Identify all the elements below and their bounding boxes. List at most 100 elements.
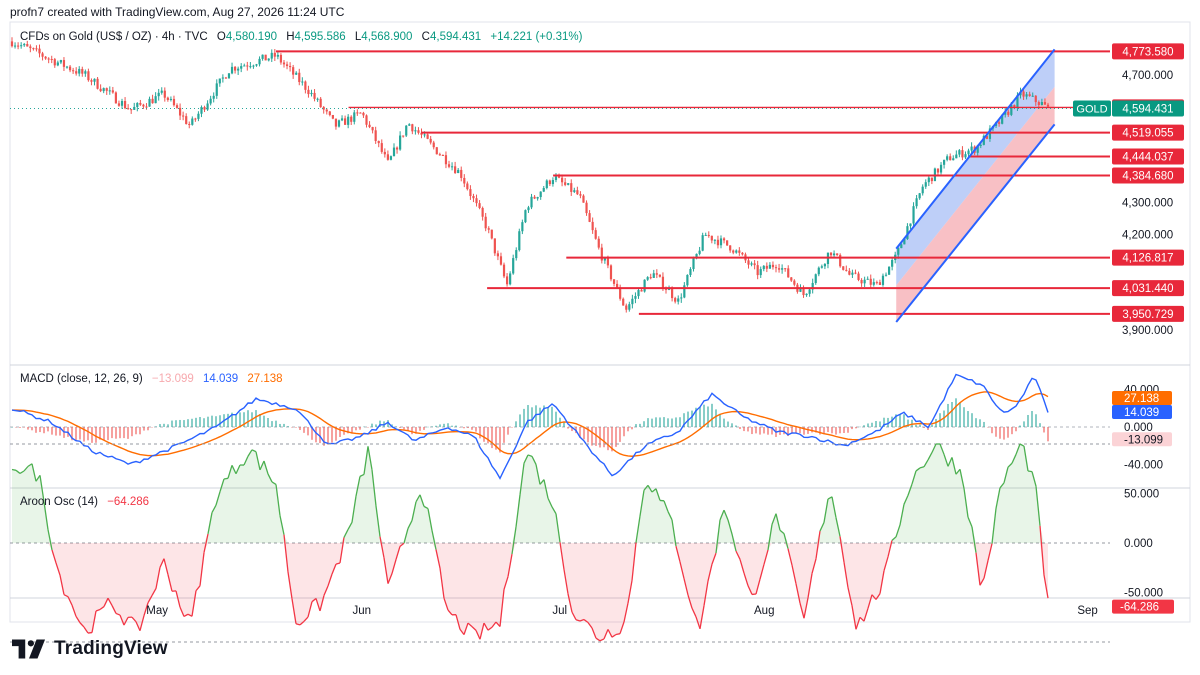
macd-histogram-bar <box>507 427 509 435</box>
candle-body <box>564 182 567 185</box>
macd-histogram-bar <box>107 427 109 441</box>
macd-histogram-bar <box>47 427 49 432</box>
aroon-osc-segment <box>971 526 977 553</box>
candle-body <box>735 250 738 253</box>
macd-histogram-bar <box>887 417 889 427</box>
candle-body <box>533 196 536 199</box>
macd-histogram-bar <box>355 427 357 431</box>
aroon-osc-segment <box>99 606 105 611</box>
macd-histogram-bar <box>715 409 717 427</box>
candle-body <box>233 66 237 71</box>
candle-body <box>545 180 548 189</box>
candle-body <box>667 289 671 291</box>
macd-histogram-bar <box>195 417 197 427</box>
aroon-osc-segment <box>507 553 513 577</box>
candle-body <box>292 67 295 75</box>
aroon-osc-segment <box>15 469 21 474</box>
macd-histogram-bar <box>295 427 297 428</box>
candle-body <box>444 155 448 165</box>
candle-body <box>655 273 658 275</box>
candle-body <box>304 81 307 90</box>
candle-body <box>282 62 286 65</box>
candle-body <box>136 102 139 107</box>
aroon-osc-segment <box>119 614 125 626</box>
macd-histogram-bar <box>119 427 121 439</box>
candle-body <box>264 54 267 61</box>
candle-body <box>542 188 545 192</box>
candle-body <box>395 147 399 150</box>
candle-body <box>411 124 414 132</box>
macd-tick-label: 0.000 <box>1124 422 1153 434</box>
aroon-osc-segment <box>51 549 57 564</box>
candle-body <box>560 177 564 183</box>
aroon-osc-segment <box>203 533 209 553</box>
macd-histogram-bar <box>411 427 413 435</box>
candle-body <box>985 135 988 139</box>
macd-histogram-bar <box>91 427 93 443</box>
candle-body <box>814 274 817 283</box>
time-tick-label: Jun <box>352 605 371 617</box>
macd-histogram-bar <box>387 420 389 427</box>
macd-histogram-bar <box>631 427 633 430</box>
aroon-osc-segment <box>887 540 893 558</box>
macd-value-tag <box>1112 432 1172 447</box>
candle-body <box>478 203 481 208</box>
aroon-osc-segment <box>695 616 701 630</box>
macd-histogram-bar <box>671 418 673 427</box>
macd-histogram-bar <box>79 427 81 440</box>
macd-histogram-bar <box>963 407 965 427</box>
candle-body <box>729 245 732 251</box>
time-tick-label: Jul <box>552 605 567 617</box>
aroon-osc-segment <box>843 562 849 588</box>
candle-body <box>53 59 56 66</box>
aroon-value-text: -64.286 <box>1120 602 1159 614</box>
candle-body <box>643 279 646 292</box>
candle-body <box>157 92 160 97</box>
tradingview-brand[interactable]: TradingView <box>12 638 168 660</box>
candle-body <box>84 71 87 74</box>
candle-body <box>212 95 215 99</box>
macd-histogram-bar <box>515 421 517 427</box>
aroon-osc-segment <box>327 573 333 587</box>
macd-histogram-bar <box>927 427 929 431</box>
aroon-osc-segment <box>335 562 341 565</box>
aroon-pane <box>10 443 1110 643</box>
macd-histogram-bar <box>51 427 53 435</box>
aroon-osc-segment <box>839 536 845 563</box>
candle-body <box>887 266 891 275</box>
candle-body <box>405 125 408 136</box>
aroon-osc-segment <box>803 597 809 619</box>
candle-body <box>1046 104 1050 107</box>
candle-body <box>704 234 707 236</box>
macd-histogram-bar <box>763 427 765 434</box>
aroon-osc-segment <box>227 465 233 479</box>
symbol-tag-text: GOLD <box>1076 104 1107 116</box>
aroon-osc-segment <box>243 455 249 466</box>
candle-body <box>123 101 127 109</box>
aroon-osc-segment <box>631 542 637 581</box>
candle-body <box>313 92 316 99</box>
aroon-osc-segment <box>463 622 469 635</box>
aroon-legend: Aroon Osc (14) −64.286 <box>20 496 149 508</box>
aroon-osc-segment <box>363 446 369 475</box>
candle-body <box>597 238 600 248</box>
macd-histogram-bar <box>855 427 857 429</box>
candle-body <box>460 169 463 178</box>
macd-histogram-bar <box>739 427 741 430</box>
macd-histogram-bar <box>875 421 877 427</box>
macd-histogram-bar <box>1047 427 1049 442</box>
macd-histogram-bar <box>563 422 565 427</box>
candle-body <box>56 62 59 66</box>
candle-body <box>191 118 194 125</box>
aroon-osc-segment <box>543 479 549 499</box>
candle-body <box>939 164 943 173</box>
macd-histogram-bar <box>635 424 637 427</box>
candle-body <box>912 206 915 224</box>
macd-histogram-bar <box>187 419 189 427</box>
aroon-osc-segment <box>743 572 749 586</box>
candle-body <box>218 78 221 84</box>
candle-body <box>328 111 331 115</box>
candle-body <box>23 44 26 46</box>
candle-body <box>295 72 298 75</box>
